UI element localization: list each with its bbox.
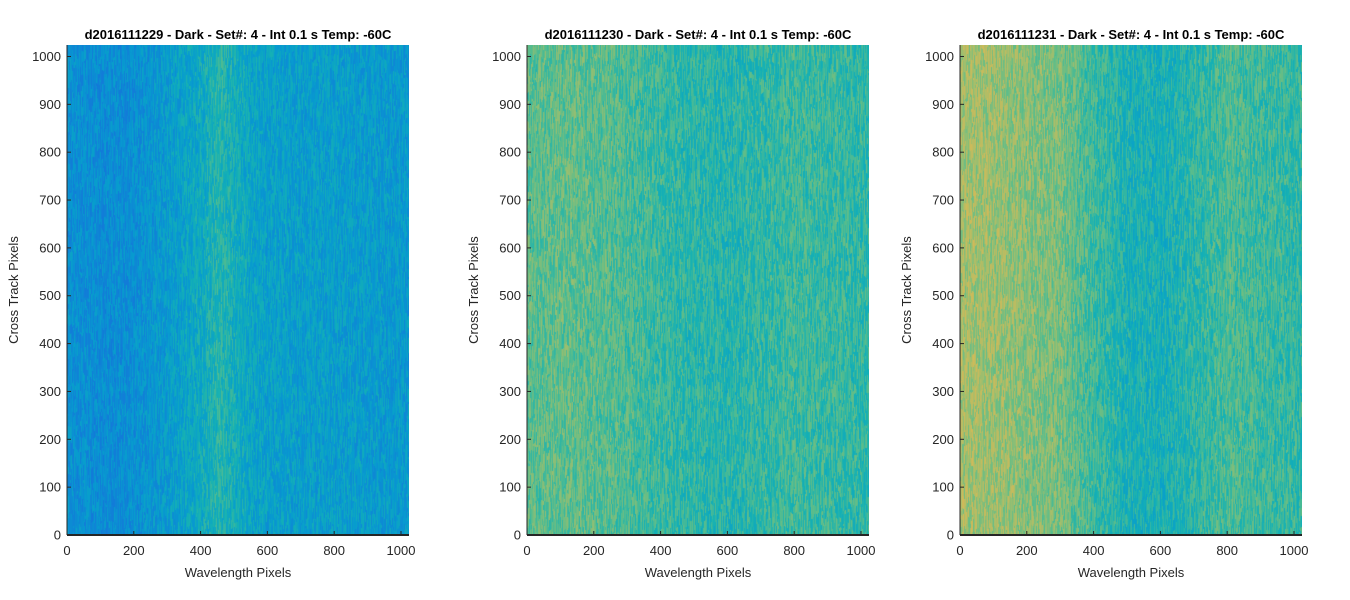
x-tick-label: 200 <box>1016 543 1038 558</box>
y-tick-label: 900 <box>499 97 521 112</box>
chart-title: d2016111229 - Dark - Set#: 4 - Int 0.1 s… <box>85 27 392 42</box>
y-tick-label: 500 <box>39 288 61 303</box>
y-tick-label: 900 <box>39 97 61 112</box>
heatmap-panel-3: 0 200 400 600 800 1000 0 100 200 300 400 500 600 700 8… <box>899 27 1308 580</box>
x-tick-label: 200 <box>123 543 145 558</box>
heatmap-image <box>67 45 409 535</box>
x-tick-label: 1000 <box>1280 543 1309 558</box>
y-tick-label: 300 <box>932 384 954 399</box>
x-tick-label: 200 <box>583 543 605 558</box>
y-axis-label: Cross Track Pixels <box>466 236 481 344</box>
y-tick-label: 300 <box>39 384 61 399</box>
y-tick-label: 200 <box>39 432 61 447</box>
x-tick-label: 600 <box>257 543 279 558</box>
y-tick-label: 900 <box>932 97 954 112</box>
y-tick-label: 600 <box>39 240 61 255</box>
x-tick-label: 600 <box>1150 543 1172 558</box>
x-tick-label: 400 <box>190 543 212 558</box>
y-tick-label: 800 <box>932 145 954 160</box>
x-tick-label: 800 <box>783 543 805 558</box>
y-tick-label: 200 <box>932 432 954 447</box>
y-tick-label: 700 <box>499 193 521 208</box>
y-tick-label: 500 <box>932 288 954 303</box>
heatmap-image <box>960 45 1302 535</box>
y-tick-label: 100 <box>39 480 61 495</box>
y-tick-label: 0 <box>514 528 521 543</box>
chart-title: d2016111231 - Dark - Set#: 4 - Int 0.1 s… <box>978 27 1285 42</box>
x-tick-label: 800 <box>323 543 345 558</box>
y-tick-label: 700 <box>932 193 954 208</box>
heatmap-panel-1: 0 200 400 600 800 1000 0 100 200 300 400 500 600 700 8… <box>6 27 415 580</box>
y-tick-label: 400 <box>39 336 61 351</box>
y-tick-label: 1000 <box>492 49 521 64</box>
heatmap-image <box>527 45 869 535</box>
chart-title: d2016111230 - Dark - Set#: 4 - Int 0.1 s… <box>545 27 852 42</box>
y-tick-label: 300 <box>499 384 521 399</box>
y-tick-label: 200 <box>499 432 521 447</box>
y-tick-label: 0 <box>947 528 954 543</box>
y-tick-label: 100 <box>499 480 521 495</box>
y-tick-label: 600 <box>499 240 521 255</box>
x-tick-label: 400 <box>1083 543 1105 558</box>
x-tick-label: 1000 <box>387 543 416 558</box>
y-tick-label: 1000 <box>925 49 954 64</box>
x-axis-label: Wavelength Pixels <box>645 565 752 580</box>
y-tick-label: 700 <box>39 193 61 208</box>
y-tick-label: 800 <box>39 145 61 160</box>
x-axis-label: Wavelength Pixels <box>185 565 292 580</box>
y-tick-label: 400 <box>499 336 521 351</box>
x-tick-label: 1000 <box>847 543 876 558</box>
y-tick-label: 500 <box>499 288 521 303</box>
heatmap-panel-2: 0 200 400 600 800 1000 0 100 200 300 400 500 600 700 8… <box>466 27 875 580</box>
x-tick-label: 0 <box>523 543 530 558</box>
x-tick-label: 600 <box>717 543 739 558</box>
x-tick-label: 800 <box>1216 543 1238 558</box>
x-tick-label: 0 <box>956 543 963 558</box>
x-tick-label: 0 <box>63 543 70 558</box>
y-tick-label: 600 <box>932 240 954 255</box>
y-tick-label: 1000 <box>32 49 61 64</box>
y-axis-label: Cross Track Pixels <box>899 236 914 344</box>
y-tick-label: 400 <box>932 336 954 351</box>
x-tick-label: 400 <box>650 543 672 558</box>
y-axis-label: Cross Track Pixels <box>6 236 21 344</box>
x-axis-label: Wavelength Pixels <box>1078 565 1185 580</box>
y-tick-label: 800 <box>499 145 521 160</box>
y-tick-label: 100 <box>932 480 954 495</box>
y-tick-label: 0 <box>54 528 61 543</box>
